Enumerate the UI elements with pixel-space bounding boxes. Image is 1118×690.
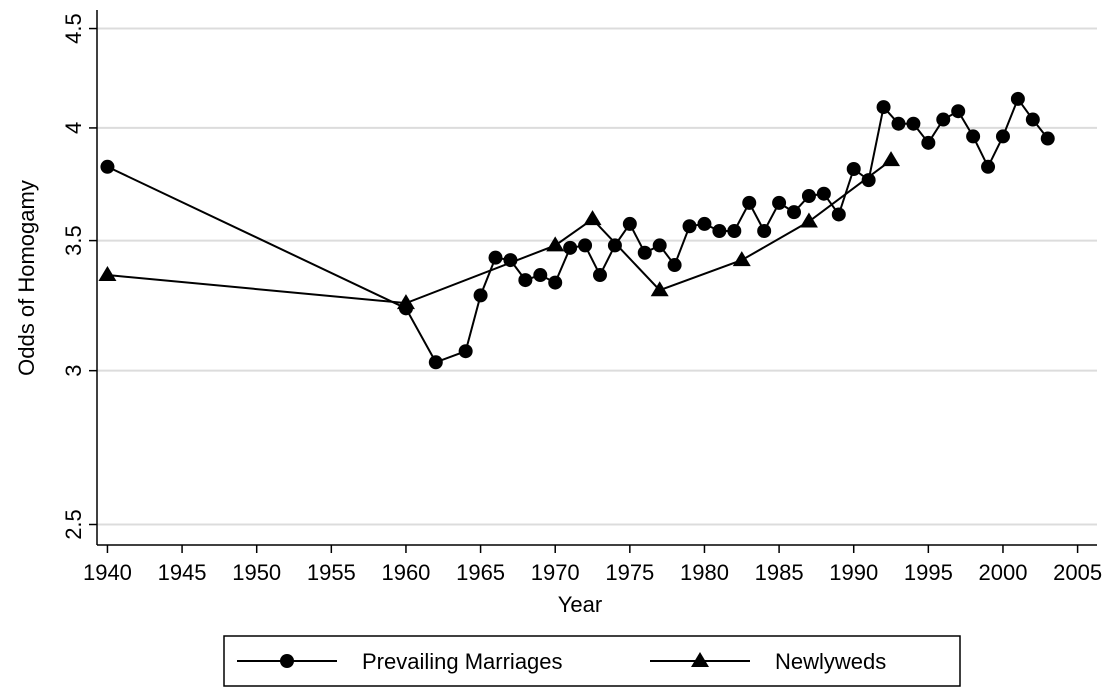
x-tick-label: 2005 (1053, 560, 1102, 585)
marker (1025, 112, 1040, 127)
y-tick-label: 4.5 (61, 13, 86, 44)
marker (518, 273, 533, 288)
marker (546, 236, 565, 252)
marker (799, 212, 818, 228)
marker (667, 258, 682, 273)
marker (280, 654, 294, 668)
y-tick-label: 4 (61, 122, 86, 134)
marker (592, 268, 607, 283)
marker (906, 116, 921, 131)
x-tick-label: 1955 (307, 560, 356, 585)
marker (428, 355, 443, 370)
x-tick-label: 1970 (531, 560, 580, 585)
marker (533, 268, 548, 283)
marker (682, 219, 697, 234)
marker (772, 195, 787, 210)
marker (882, 151, 901, 167)
marker (816, 186, 831, 201)
marker (787, 205, 802, 220)
marker (488, 250, 503, 265)
x-tick-label: 1965 (456, 560, 505, 585)
marker (650, 281, 669, 297)
marker (98, 266, 117, 282)
marker (396, 294, 415, 310)
x-tick-label: 1980 (680, 560, 729, 585)
x-tick-label: 1960 (381, 560, 430, 585)
marker (1040, 131, 1055, 146)
marker (951, 104, 966, 119)
marker (831, 207, 846, 222)
marker (563, 240, 578, 255)
x-tick-label: 1940 (83, 560, 132, 585)
y-axis-label: Odds of Homogamy (14, 180, 39, 376)
marker (742, 195, 757, 210)
legend-box (223, 635, 961, 687)
marker (966, 129, 981, 144)
x-tick-label: 1985 (755, 560, 804, 585)
marker (697, 216, 712, 231)
x-tick-label: 2000 (978, 560, 1027, 585)
marker (1010, 91, 1025, 106)
legend-label: Newlyweds (775, 649, 886, 674)
marker (995, 129, 1010, 144)
marker (727, 224, 742, 239)
marker (458, 344, 473, 359)
y-tick-label: 3 (61, 365, 86, 377)
marker (578, 238, 593, 253)
marker (583, 210, 602, 226)
x-tick-label: 1950 (232, 560, 281, 585)
marker (548, 275, 563, 290)
marker (732, 251, 751, 267)
y-tick-label: 2.5 (61, 509, 86, 540)
marker (622, 216, 637, 231)
marker (757, 224, 772, 239)
marker (712, 224, 727, 239)
x-tick-label: 1995 (904, 560, 953, 585)
marker (981, 159, 996, 174)
x-tick-label: 1975 (605, 560, 654, 585)
marker (637, 245, 652, 260)
marker (876, 100, 891, 115)
x-tick-label: 1945 (158, 560, 207, 585)
series-line (107, 159, 892, 305)
marker (691, 652, 709, 667)
marker (936, 112, 951, 127)
marker (652, 238, 667, 253)
marker (891, 116, 906, 131)
marker (473, 288, 488, 303)
marker (861, 173, 876, 188)
marker (846, 161, 861, 176)
x-axis-label: Year (558, 592, 602, 617)
x-tick-label: 1990 (829, 560, 878, 585)
marker (921, 135, 936, 150)
legend-label: Prevailing Marriages (362, 649, 563, 674)
marker (100, 159, 115, 174)
marker (607, 238, 622, 253)
marker (801, 188, 816, 203)
y-tick-label: 3.5 (61, 225, 86, 256)
